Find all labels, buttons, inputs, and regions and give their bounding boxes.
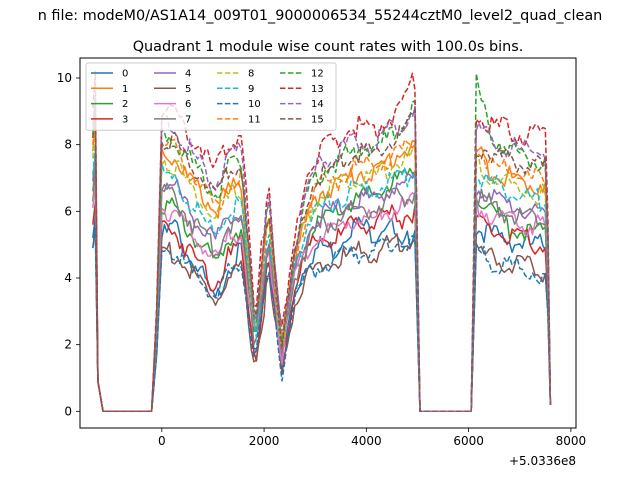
y-axis: 0 2 4 6 8 10 bbox=[57, 71, 80, 418]
y-tick-label-10: 10 bbox=[57, 71, 72, 85]
legend-label-1: 1 bbox=[122, 84, 128, 95]
y-tick-label-2: 2 bbox=[64, 338, 72, 352]
axes-frame bbox=[79, 57, 577, 429]
x-tick-label-4000: 4000 bbox=[351, 434, 382, 448]
legend-label-10: 10 bbox=[248, 99, 261, 110]
legend-label-0: 0 bbox=[122, 69, 128, 80]
x-axis: 0 2000 4000 6000 8000 bbox=[158, 428, 586, 448]
series-line-15 bbox=[92, 104, 552, 413]
legend-label-13: 13 bbox=[311, 84, 324, 95]
legend-label-6: 6 bbox=[185, 99, 191, 110]
y-tick-label-6: 6 bbox=[64, 204, 72, 218]
series-line-7 bbox=[92, 164, 552, 413]
legend-frame bbox=[85, 62, 337, 131]
chart-title: Quadrant 1 module wise count rates with … bbox=[133, 39, 524, 55]
legend-label-5: 5 bbox=[185, 84, 191, 95]
series-line-9 bbox=[92, 145, 552, 413]
legend-label-12: 12 bbox=[311, 69, 324, 80]
x-tick-label-6000: 6000 bbox=[453, 434, 484, 448]
figure-suptitle: n file: modeM0/AS1A14_009T01_9000006534_… bbox=[38, 8, 603, 24]
x-tick-label-8000: 8000 bbox=[556, 434, 587, 448]
series-line-8 bbox=[92, 126, 552, 413]
series-line-14 bbox=[92, 89, 552, 413]
legend-label-4: 4 bbox=[185, 69, 191, 80]
series-line-13 bbox=[92, 70, 552, 413]
y-tick-label-8: 8 bbox=[64, 138, 72, 152]
series-layer bbox=[92, 70, 552, 413]
y-tick-label-0: 0 bbox=[64, 404, 72, 418]
legend-label-15: 15 bbox=[311, 114, 324, 125]
y-tick-label-4: 4 bbox=[64, 271, 72, 285]
x-tick-label-2000: 2000 bbox=[249, 434, 280, 448]
x-axis-offset-label: +5.0336e8 bbox=[509, 454, 576, 468]
series-line-10 bbox=[92, 227, 552, 413]
legend-label-8: 8 bbox=[248, 69, 254, 80]
legend-label-2: 2 bbox=[122, 99, 128, 110]
legend-label-7: 7 bbox=[185, 114, 191, 125]
legend-label-11: 11 bbox=[248, 114, 261, 125]
legend-label-9: 9 bbox=[248, 84, 254, 95]
legend-label-14: 14 bbox=[311, 99, 324, 110]
legend-label-3: 3 bbox=[122, 114, 128, 125]
series-line-6 bbox=[92, 182, 552, 413]
series-line-5 bbox=[92, 227, 552, 413]
x-tick-label-0: 0 bbox=[158, 434, 166, 448]
